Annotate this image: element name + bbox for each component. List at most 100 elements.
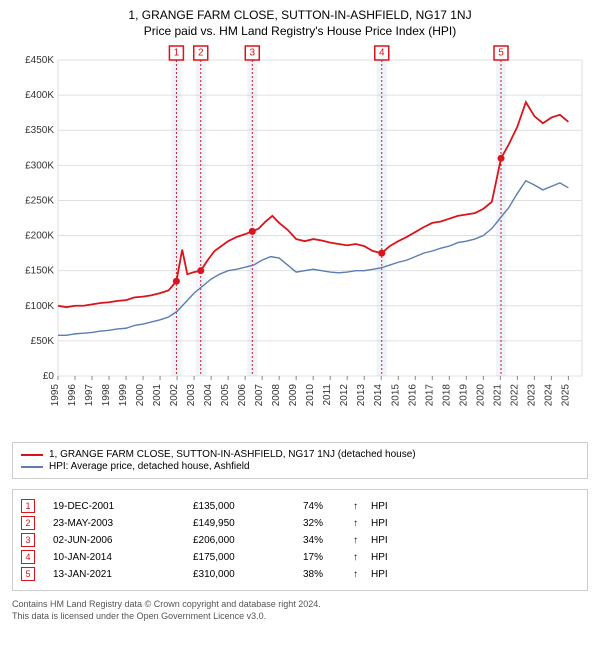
event-date: 02-JUN-2006 — [53, 535, 193, 546]
event-date: 10-JAN-2014 — [53, 552, 193, 563]
event-badge-cell: 2 — [21, 516, 35, 530]
x-tick-label: 2009 — [288, 384, 299, 407]
x-tick-label: 2022 — [509, 384, 520, 407]
event-table-row: 4 10-JAN-2014£175,00017%↑HPI — [21, 550, 579, 564]
x-tick-label: 2013 — [356, 384, 367, 407]
y-tick-label: £50K — [31, 336, 55, 347]
chart-area: £0 £50K £100K £150K £200K £250K £300K £350K £400… — [12, 44, 588, 434]
x-tick-label: 2012 — [339, 384, 350, 407]
chart-subtitle: Price paid vs. HM Land Registry's House … — [12, 24, 588, 38]
chart-container: 1, GRANGE FARM CLOSE, SUTTON-IN-ASHFIELD… — [0, 0, 600, 630]
x-tick-label: 2001 — [152, 384, 163, 407]
y-tick-label: £450K — [25, 55, 54, 66]
y-tick-label: £400K — [25, 90, 54, 101]
x-tick-label: 2004 — [203, 384, 214, 407]
event-badge-cell: 5 — [21, 567, 35, 581]
event-date: 13-JAN-2021 — [53, 569, 193, 580]
arrow-up-icon: ↑ — [353, 535, 371, 546]
event-marker — [249, 228, 256, 235]
x-tick-label: 1997 — [84, 384, 95, 407]
event-hpi: HPI — [371, 552, 388, 563]
x-tick-label: 2016 — [407, 384, 418, 407]
event-hpi: HPI — [371, 501, 388, 512]
legend-label: HPI: Average price, detached house, Ashf… — [49, 461, 250, 472]
event-diff: 38% — [303, 569, 353, 580]
event-price: £206,000 — [193, 535, 303, 546]
event-date: 19-DEC-2001 — [53, 501, 193, 512]
x-tick-label: 1996 — [67, 384, 78, 407]
event-table-row: 3 02-JUN-2006£206,00034%↑HPI — [21, 533, 579, 547]
event-badge-text: 5 — [498, 48, 504, 59]
arrow-up-icon: ↑ — [353, 501, 371, 512]
event-badge-cell: 3 — [21, 533, 35, 547]
event-badge-cell: 1 — [21, 499, 35, 513]
x-tick-label: 2020 — [475, 384, 486, 407]
event-price: £149,950 — [193, 518, 303, 529]
y-tick-label: £0 — [43, 371, 55, 382]
event-marker — [498, 155, 505, 162]
x-tick-label: 2018 — [441, 384, 452, 407]
event-badge-text: 3 — [250, 48, 256, 59]
x-tick-label: 2019 — [458, 384, 469, 407]
event-date: 23-MAY-2003 — [53, 518, 193, 529]
legend: 1, GRANGE FARM CLOSE, SUTTON-IN-ASHFIELD… — [12, 442, 588, 479]
footer-line2: This data is licensed under the Open Gov… — [12, 611, 588, 623]
event-price: £135,000 — [193, 501, 303, 512]
legend-row: HPI: Average price, detached house, Ashf… — [21, 461, 579, 472]
x-tick-label: 2002 — [169, 384, 180, 407]
event-badge-text: 1 — [174, 48, 180, 59]
y-tick-label: £250K — [25, 195, 54, 206]
y-tick-label: £100K — [25, 301, 54, 312]
x-tick-label: 1995 — [50, 384, 61, 407]
event-badge-text: 4 — [379, 48, 385, 59]
event-marker — [197, 267, 204, 274]
title-block: 1, GRANGE FARM CLOSE, SUTTON-IN-ASHFIELD… — [12, 8, 588, 38]
event-diff: 34% — [303, 535, 353, 546]
footer: Contains HM Land Registry data © Crown c… — [12, 599, 588, 622]
x-tick-label: 2017 — [424, 384, 435, 407]
x-tick-label: 2005 — [220, 384, 231, 407]
y-tick-label: £300K — [25, 160, 54, 171]
event-badge-text: 2 — [198, 48, 204, 59]
arrow-up-icon: ↑ — [353, 569, 371, 580]
x-tick-label: 2010 — [305, 384, 316, 407]
footer-line1: Contains HM Land Registry data © Crown c… — [12, 599, 588, 611]
x-tick-label: 2007 — [254, 384, 265, 407]
arrow-up-icon: ↑ — [353, 552, 371, 563]
event-hpi: HPI — [371, 535, 388, 546]
x-tick-label: 2023 — [526, 384, 537, 407]
event-marker — [173, 278, 180, 285]
event-diff: 32% — [303, 518, 353, 529]
event-hpi: HPI — [371, 569, 388, 580]
event-diff: 74% — [303, 501, 353, 512]
arrow-up-icon: ↑ — [353, 518, 371, 529]
y-tick-label: £350K — [25, 125, 54, 136]
legend-row: 1, GRANGE FARM CLOSE, SUTTON-IN-ASHFIELD… — [21, 449, 579, 460]
x-tick-label: 1999 — [118, 384, 129, 407]
event-price: £175,000 — [193, 552, 303, 563]
x-tick-label: 2025 — [560, 384, 571, 407]
x-tick-label: 2014 — [373, 384, 384, 407]
y-tick-label: £200K — [25, 231, 54, 242]
x-tick-label: 2000 — [135, 384, 146, 407]
event-diff: 17% — [303, 552, 353, 563]
event-badge-cell: 4 — [21, 550, 35, 564]
x-tick-label: 2011 — [322, 384, 333, 406]
x-tick-label: 1998 — [101, 384, 112, 407]
x-tick-label: 2003 — [186, 384, 197, 407]
events-table: 119-DEC-2001£135,00074%↑HPI223-MAY-2003£… — [12, 489, 588, 591]
legend-label: 1, GRANGE FARM CLOSE, SUTTON-IN-ASHFIELD… — [49, 449, 416, 460]
event-table-row: 5 13-JAN-2021£310,00038%↑HPI — [21, 567, 579, 581]
event-table-row: 1 19-DEC-2001£135,00074%↑HPI — [21, 499, 579, 513]
x-tick-label: 2006 — [237, 384, 248, 407]
x-tick-label: 2008 — [271, 384, 282, 407]
legend-swatch — [21, 454, 43, 456]
event-table-row: 2 23-MAY-2003£149,95032%↑HPI — [21, 516, 579, 530]
event-hpi: HPI — [371, 518, 388, 529]
y-tick-label: £150K — [25, 266, 54, 277]
chart-svg: £0 £50K £100K £150K £200K £250K £300K £350K £400… — [12, 44, 588, 434]
event-price: £310,000 — [193, 569, 303, 580]
x-tick-label: 2021 — [492, 384, 503, 407]
event-marker — [378, 250, 385, 257]
x-tick-label: 2015 — [390, 384, 401, 407]
